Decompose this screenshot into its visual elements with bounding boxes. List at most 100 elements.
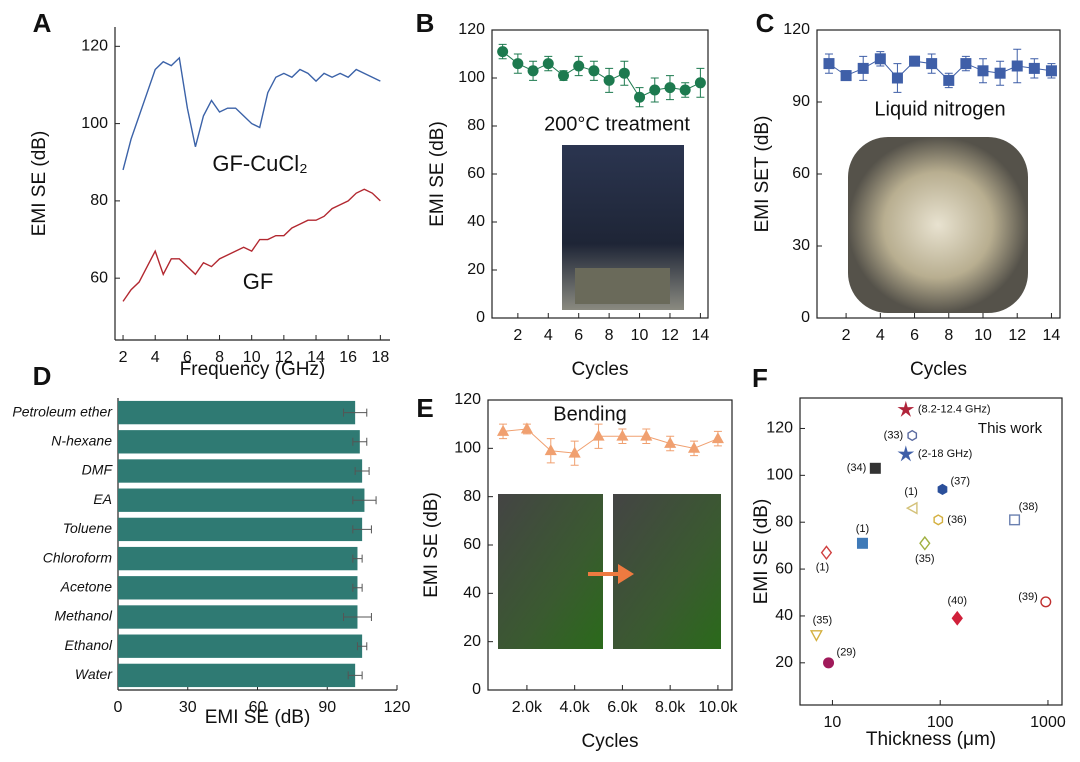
- y-tick-label: 120: [81, 38, 108, 55]
- data-point: [897, 400, 915, 417]
- y-tick-label: 90: [792, 93, 810, 110]
- data-point: [588, 65, 600, 77]
- x-tick-label: 12: [1008, 327, 1026, 344]
- bar: [118, 488, 365, 512]
- data-point: [907, 429, 918, 442]
- panel-label: C: [756, 8, 775, 38]
- data-point: [926, 58, 938, 70]
- x-tick-label: 12: [661, 327, 679, 344]
- x-tick-label: 0: [114, 699, 123, 716]
- bar: [118, 605, 358, 629]
- y-tick-label: 80: [467, 117, 485, 134]
- data-point: [649, 84, 661, 96]
- data-point: [557, 70, 569, 82]
- category-label: Methanol: [54, 608, 112, 624]
- bar: [118, 459, 363, 483]
- data-point: [616, 429, 629, 441]
- data-point: [905, 501, 918, 515]
- point-label: (36): [947, 514, 967, 526]
- data-point: [512, 58, 524, 70]
- data-point: [937, 483, 948, 496]
- category-label: Petroleum ether: [12, 403, 113, 419]
- bar: [118, 400, 356, 425]
- x-tick-label: 18: [371, 349, 389, 366]
- data-point: [897, 445, 915, 462]
- bar: [118, 430, 360, 454]
- y-axis-label: EMI SE (dB): [751, 499, 772, 605]
- data-point: [603, 74, 615, 86]
- category-label: Acetone: [60, 579, 113, 595]
- x-tick-label: 10: [631, 327, 649, 344]
- data-point: [809, 630, 823, 642]
- data-point: [943, 74, 955, 86]
- data-point: [919, 535, 931, 551]
- x-tick-label: 14: [307, 349, 325, 366]
- x-tick-label: 4: [151, 349, 160, 366]
- point-label: (37): [950, 475, 970, 487]
- data-point: [823, 58, 835, 70]
- annotation: 200°C treatment: [544, 113, 690, 135]
- x-axis-label: Cycles: [581, 731, 638, 752]
- data-point: [820, 545, 833, 561]
- y-tick-label: 60: [467, 165, 485, 182]
- y-tick-label: 20: [467, 261, 485, 278]
- error-bar: [354, 467, 370, 475]
- category-label: Chloroform: [43, 549, 113, 565]
- y-tick-label: 40: [775, 607, 793, 624]
- y-tick-label: 0: [801, 309, 810, 326]
- data-point: [1028, 62, 1040, 74]
- category-label: DMF: [82, 462, 114, 478]
- error-bar: [356, 642, 368, 651]
- plot-frame: [799, 397, 1063, 706]
- series-label: GF: [243, 269, 274, 294]
- y-tick-label: 60: [792, 165, 810, 182]
- nitrogen-photo: [848, 137, 1028, 313]
- data-point: [618, 67, 630, 79]
- x-tick-label: 6.0k: [607, 699, 638, 716]
- panel-label: D: [33, 361, 52, 391]
- x-tick-label: 2: [513, 327, 522, 344]
- x-tick-label: 10.0k: [698, 699, 738, 716]
- series-line: [502, 428, 719, 454]
- error-bar: [343, 613, 372, 621]
- annotation: This work: [978, 420, 1043, 437]
- x-tick-label: 4: [876, 327, 885, 344]
- category-label: Ethanol: [65, 637, 113, 653]
- series-line: [122, 56, 381, 171]
- x-tick-label: 6: [910, 327, 919, 344]
- data-point: [542, 58, 554, 70]
- data-point: [544, 444, 557, 456]
- y-tick-label: 60: [463, 536, 481, 553]
- y-axis-label: EMI SE (dB): [421, 492, 442, 598]
- annotation: Liquid nitrogen: [874, 98, 1005, 120]
- x-tick-label: 6: [183, 349, 192, 366]
- data-point: [977, 65, 989, 77]
- data-point: [951, 610, 963, 626]
- x-tick-label: 100: [927, 714, 954, 731]
- data-point: [823, 657, 835, 669]
- error-bar: [352, 554, 363, 563]
- point-label: (35): [915, 553, 935, 565]
- error-bar: [347, 671, 363, 680]
- point-label: (40): [947, 595, 967, 607]
- point-label: (38): [1019, 501, 1039, 513]
- x-tick-label: 2: [842, 327, 851, 344]
- bar: [118, 546, 358, 571]
- x-tick-label: 2: [119, 349, 128, 366]
- data-point: [497, 46, 509, 58]
- bar: [118, 663, 356, 688]
- x-tick-label: 10: [824, 714, 842, 731]
- category-label: EA: [93, 491, 112, 507]
- bar: [118, 576, 358, 600]
- x-tick-label: 2.0k: [512, 699, 543, 716]
- data-point: [874, 53, 886, 65]
- data-point: [664, 436, 677, 448]
- data-point: [1009, 514, 1021, 526]
- x-tick-label: 60: [249, 699, 267, 716]
- data-point: [869, 462, 881, 474]
- y-tick-label: 100: [458, 69, 485, 86]
- y-tick-label: 120: [458, 21, 485, 38]
- data-point: [856, 537, 868, 549]
- x-tick-label: 14: [691, 327, 709, 344]
